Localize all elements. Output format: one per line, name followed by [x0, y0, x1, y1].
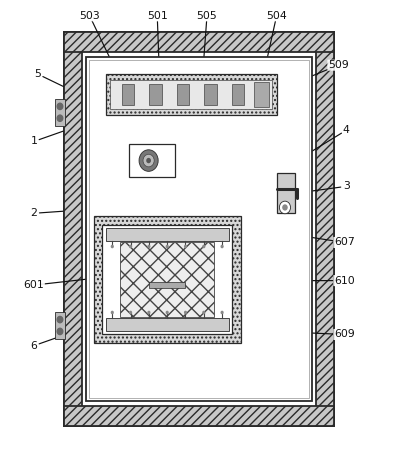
Bar: [129, 144, 175, 177]
Circle shape: [165, 311, 168, 314]
Bar: [93, 216, 240, 344]
Bar: [102, 225, 232, 333]
Circle shape: [139, 150, 158, 171]
Text: 609: 609: [333, 329, 354, 339]
Bar: [122, 83, 134, 105]
Circle shape: [146, 158, 151, 163]
Circle shape: [220, 245, 223, 248]
Bar: [64, 406, 333, 426]
Text: 2: 2: [30, 208, 37, 218]
Circle shape: [279, 201, 290, 214]
Bar: [110, 80, 271, 109]
Text: 6: 6: [30, 341, 37, 351]
Circle shape: [111, 311, 113, 314]
Circle shape: [143, 154, 154, 167]
Text: 4: 4: [342, 125, 349, 135]
Bar: [315, 32, 333, 426]
Bar: [253, 82, 269, 107]
Bar: [105, 318, 228, 331]
Bar: [64, 32, 333, 52]
Circle shape: [111, 245, 113, 248]
Bar: [89, 60, 309, 398]
Bar: [204, 83, 216, 105]
Bar: [149, 282, 185, 288]
Text: 504: 504: [266, 11, 286, 21]
Circle shape: [147, 311, 150, 314]
Text: 505: 505: [196, 11, 217, 21]
Text: 3: 3: [342, 181, 349, 191]
Circle shape: [183, 245, 187, 248]
Circle shape: [57, 316, 63, 323]
Circle shape: [183, 311, 187, 314]
Bar: [55, 99, 65, 126]
Circle shape: [57, 103, 63, 109]
Circle shape: [129, 245, 132, 248]
Circle shape: [202, 245, 205, 248]
Text: 601: 601: [23, 280, 44, 290]
Bar: [86, 57, 311, 401]
Bar: [231, 83, 244, 105]
Text: 503: 503: [79, 11, 100, 21]
Circle shape: [202, 311, 205, 314]
Text: 1: 1: [30, 136, 37, 147]
Circle shape: [57, 115, 63, 121]
Bar: [64, 32, 81, 426]
Text: 610: 610: [333, 276, 354, 286]
Circle shape: [281, 204, 287, 211]
Bar: [105, 74, 276, 114]
Circle shape: [220, 311, 223, 314]
Bar: [64, 32, 333, 426]
Text: 501: 501: [147, 11, 167, 21]
Text: 607: 607: [333, 237, 354, 247]
Circle shape: [165, 245, 168, 248]
Bar: [276, 173, 294, 213]
Text: 509: 509: [327, 60, 348, 70]
Circle shape: [129, 311, 132, 314]
Bar: [177, 83, 189, 105]
Bar: [55, 312, 65, 339]
Text: 5: 5: [34, 69, 41, 79]
Circle shape: [57, 328, 63, 334]
Circle shape: [147, 245, 150, 248]
Bar: [149, 83, 161, 105]
Bar: [120, 242, 213, 316]
Bar: [105, 228, 228, 240]
